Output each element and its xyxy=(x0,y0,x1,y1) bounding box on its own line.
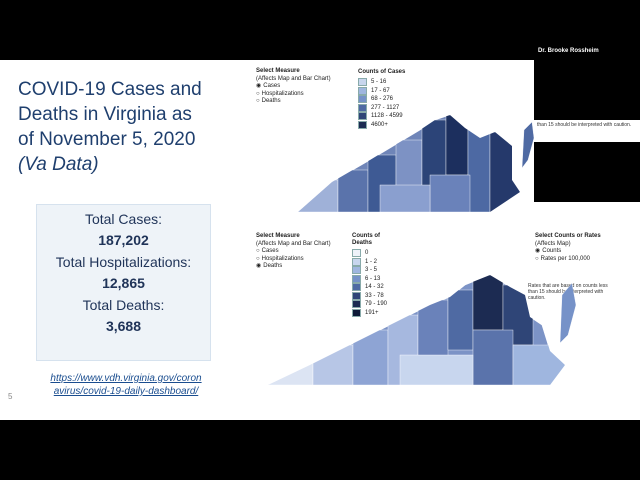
deaths-map-panel: Select Measure (Affects Map and Bar Char… xyxy=(250,225,640,390)
cases-legend-title: Counts of Cases xyxy=(358,69,406,75)
cases-map-panel: Select Measure (Affects Map and Bar Char… xyxy=(250,60,534,218)
legend-item: 191+ xyxy=(352,308,392,318)
legend-label: 3 - 5 xyxy=(365,267,378,273)
legend-label: 17 - 67 xyxy=(371,87,390,94)
legend-item: 1 - 2 xyxy=(352,257,392,267)
speaker-name: Dr. Brooke Rossheim xyxy=(538,48,599,54)
legend-item: 0 xyxy=(352,249,392,258)
legend-item: 17 - 67 xyxy=(358,86,410,96)
legend-label: 0 xyxy=(365,250,369,256)
legend-label: 5 - 16 xyxy=(371,79,387,85)
legend-item: 1128 - 4599 xyxy=(358,112,410,121)
cases-legend: Counts of Cases 5 - 16 17 - 67 68 - 276 … xyxy=(358,69,410,129)
rates-selector-subtitle: (Affects Map) xyxy=(535,240,571,247)
measure-option-deaths[interactable]: Deaths xyxy=(256,98,331,106)
legend-label: 33 - 78 xyxy=(365,292,384,299)
measure-selector-subtitle: (Affects Map and Bar Chart) xyxy=(256,75,331,82)
total-deaths-value: 3,688 xyxy=(105,318,142,334)
rates-selector: Select Counts or Rates (Affects Map) Cou… xyxy=(535,233,601,263)
legend-label: 277 - 1127 xyxy=(371,104,400,111)
legend-label: 191+ xyxy=(365,309,379,316)
measure-option-cases[interactable]: Cases xyxy=(256,248,331,256)
vdh-logo-text: VIRGINIA DEPARTMENT OF HEALTH xyxy=(605,394,639,412)
title-line: COVID-19 Cases and xyxy=(18,79,202,100)
total-cases-label: Total Cases: xyxy=(84,211,163,227)
title-subtitle: (Va Data) xyxy=(18,154,99,175)
deaths-legend: Counts of Deaths 0 1 - 2 3 - 5 6 - 13 14… xyxy=(352,233,392,317)
measure-selector-title: Select Measure xyxy=(256,233,300,239)
slide-title: COVID-19 Cases and Deaths in Virginia as… xyxy=(18,77,248,177)
total-hospitalizations-label: Total Hospitalizations: xyxy=(55,254,192,270)
measure-selector: Select Measure (Affects Map and Bar Char… xyxy=(256,233,331,271)
legend-item: 3 - 5 xyxy=(352,266,392,275)
dashboard-link-line2: avirus/covid-19-daily-dashboard/ xyxy=(53,386,199,397)
legend-item: 5 - 16 xyxy=(358,78,410,87)
measure-selector-subtitle: (Affects Map and Bar Chart) xyxy=(256,240,331,247)
dashboard-link-line1: https://www.vdh.virginia.gov/coron xyxy=(50,373,202,384)
rates-option-per-100k[interactable]: Rates per 100,000 xyxy=(535,256,601,264)
legend-label: 79 - 190 xyxy=(365,301,388,307)
legend-item: 6 - 13 xyxy=(352,274,392,284)
measure-selector: Select Measure (Affects Map and Bar Char… xyxy=(256,68,331,106)
title-line: Deaths in Virginia as xyxy=(18,104,192,125)
legend-label: 1128 - 4599 xyxy=(371,113,403,119)
legend-label: 14 - 32 xyxy=(365,284,384,290)
stats-box: Total Cases: 187,202 Total Hospitalizati… xyxy=(36,204,211,361)
total-deaths-label: Total Deaths: xyxy=(82,297,165,313)
legend-item: 33 - 78 xyxy=(352,291,392,301)
title-line: of November 5, 2020 xyxy=(18,129,196,150)
legend-item: 68 - 276 xyxy=(358,95,410,104)
rates-selector-title: Select Counts or Rates xyxy=(535,233,601,239)
total-hospitalizations-value: 12,865 xyxy=(102,275,145,291)
legend-label: 6 - 13 xyxy=(365,275,381,282)
legend-item: 79 - 190 xyxy=(352,300,392,309)
virginia-cases-map[interactable] xyxy=(250,60,534,218)
total-cases-value: 187,202 xyxy=(98,232,149,248)
measure-selector-title: Select Measure xyxy=(256,68,300,74)
measure-option-hospitalizations[interactable]: Hospitalizations xyxy=(256,91,331,99)
legend-item: 4600+ xyxy=(358,120,410,130)
measure-option-deaths[interactable]: Deaths xyxy=(256,263,331,271)
legend-item: 277 - 1127 xyxy=(358,103,410,113)
video-caption: than 15 should be interpreted with cauti… xyxy=(534,120,640,142)
slide: COVID-19 Cases and Deaths in Virginia as… xyxy=(0,60,640,420)
vdh-logo: VDH xyxy=(548,386,598,411)
page-number: 5 xyxy=(8,392,13,401)
rates-option-counts[interactable]: Counts xyxy=(535,248,601,256)
timestamp: 2020-11-06 08:11:07 xyxy=(554,408,634,416)
virginia-deaths-map[interactable] xyxy=(250,225,640,390)
deaths-legend-title: Counts of Deaths xyxy=(352,233,380,246)
dashboard-link[interactable]: https://www.vdh.virginia.gov/coron aviru… xyxy=(36,372,216,398)
measure-option-hospitalizations[interactable]: Hospitalizations xyxy=(256,256,331,264)
legend-item: 14 - 32 xyxy=(352,283,392,292)
legend-label: 1 - 2 xyxy=(365,258,378,265)
legend-label: 4600+ xyxy=(371,121,388,128)
measure-option-cases[interactable]: Cases xyxy=(256,83,331,91)
legend-label: 68 - 276 xyxy=(371,96,394,102)
